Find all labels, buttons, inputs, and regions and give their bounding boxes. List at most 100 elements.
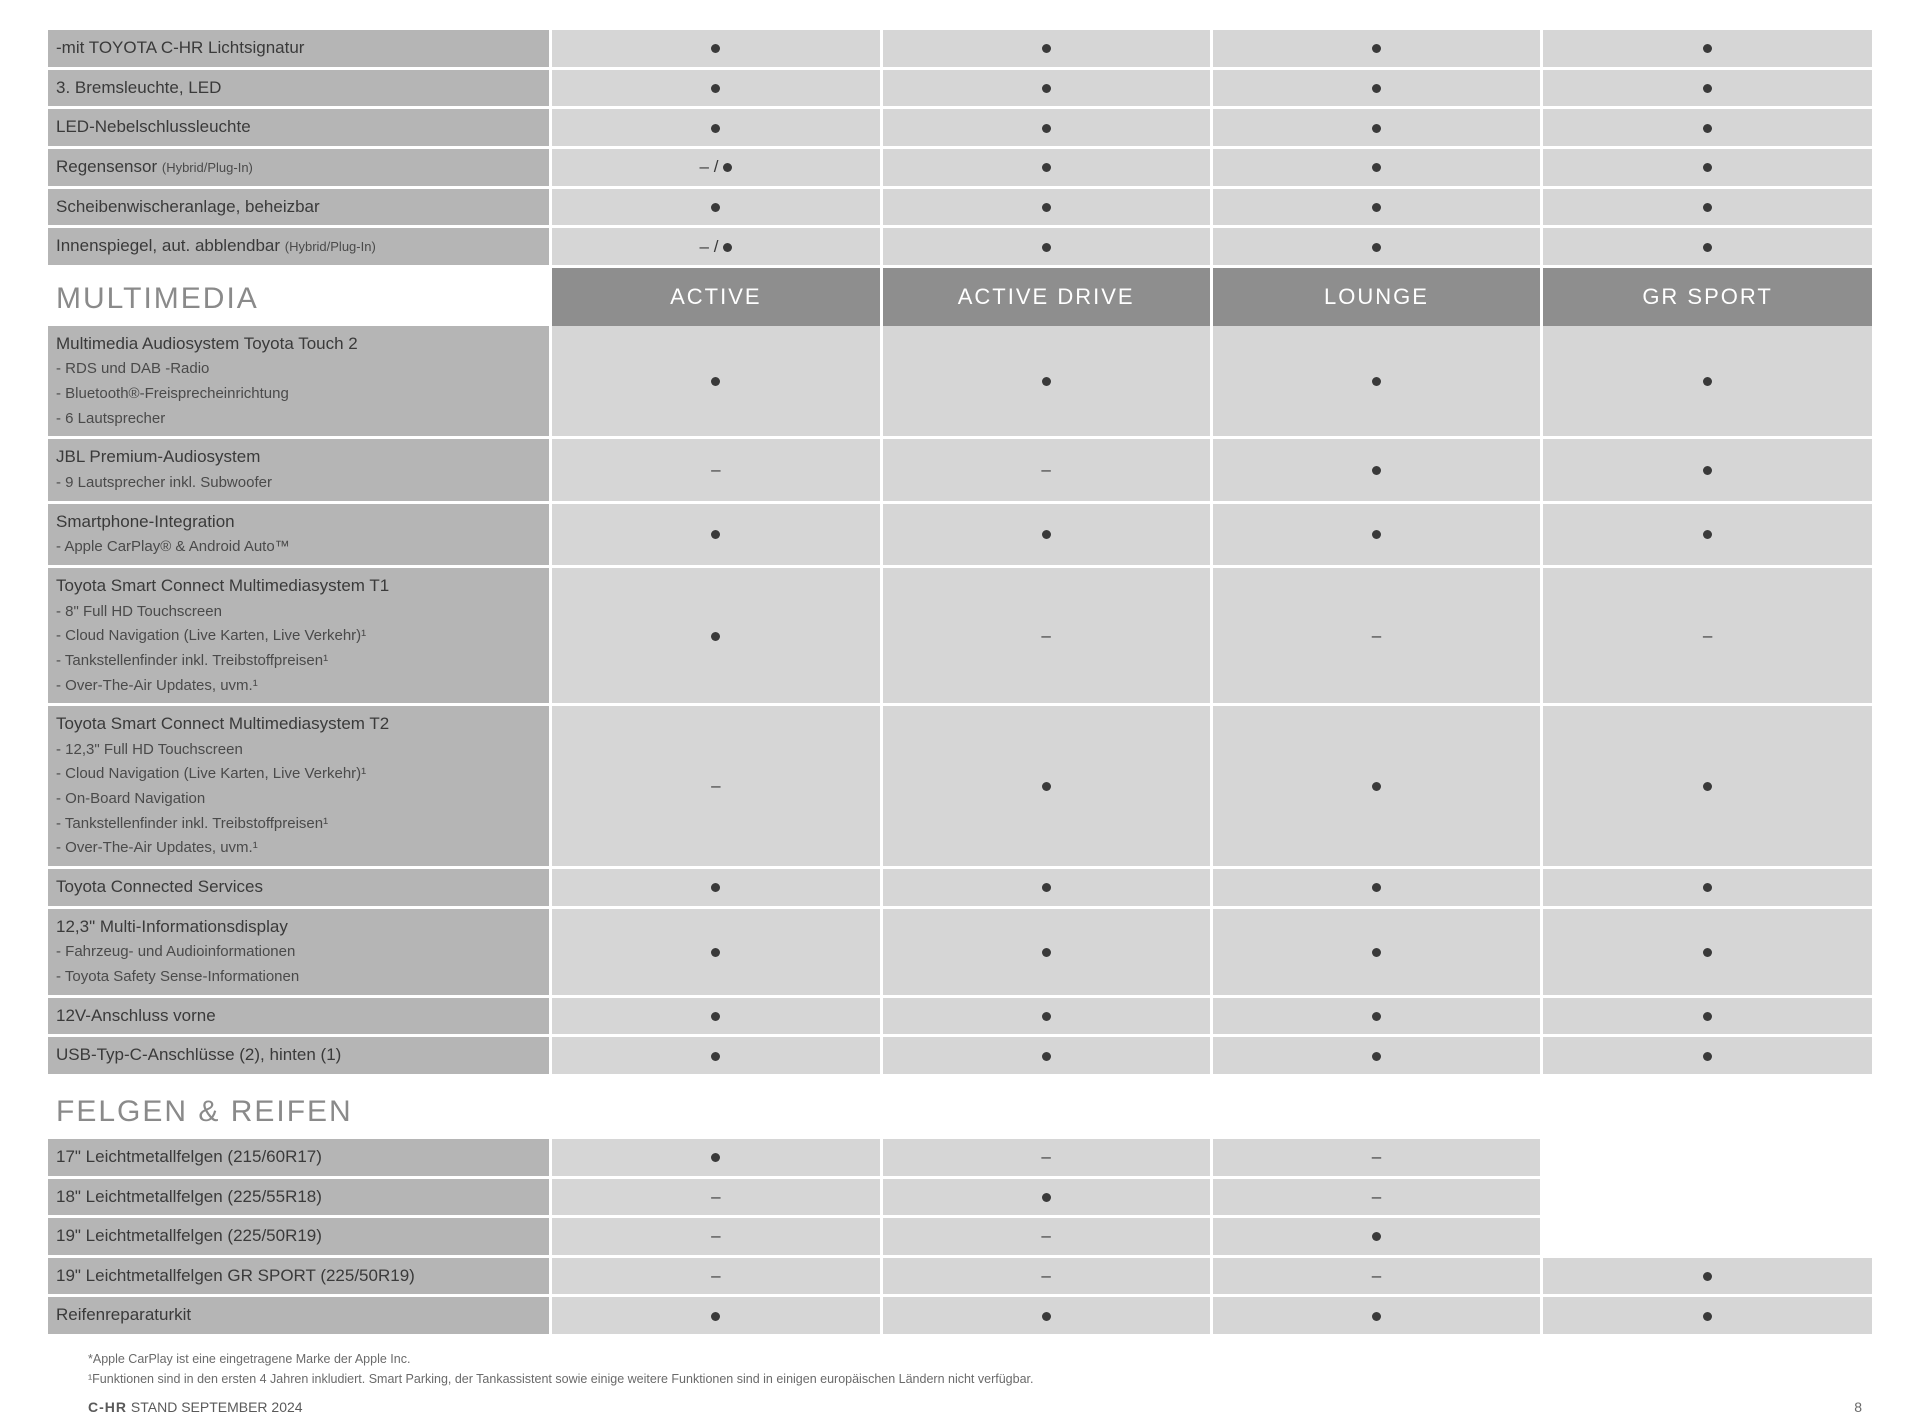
table-row: Smartphone-Integration- Apple CarPlay® &…: [48, 502, 1872, 566]
value-cell: [551, 1296, 881, 1336]
value-cell: [1211, 1296, 1541, 1336]
feature-cell: Regensensor (Hybrid/Plug-In): [48, 147, 551, 187]
value-cell: [1542, 907, 1872, 996]
value-cell: [1542, 1256, 1872, 1296]
table-row: Innenspiegel, aut. abblendbar (Hybrid/Pl…: [48, 227, 1872, 267]
feature-cell: Innenspiegel, aut. abblendbar (Hybrid/Pl…: [48, 227, 551, 267]
table-row: Toyota Smart Connect Multimediasystem T2…: [48, 705, 1872, 868]
footer-date: STAND SEPTEMBER 2024: [131, 1399, 303, 1415]
value-cell: –: [1211, 1177, 1541, 1217]
value-cell: [551, 907, 881, 996]
value-cell: [1542, 1036, 1872, 1076]
value-cell: [881, 187, 1211, 227]
value-cell: [1542, 996, 1872, 1036]
value-cell: [551, 187, 881, 227]
table-row: 17" Leichtmetallfelgen (215/60R17)––: [48, 1139, 1872, 1177]
value-cell: –: [1542, 566, 1872, 704]
value-cell: [551, 502, 881, 566]
page-number: 8: [1854, 1399, 1872, 1415]
value-cell: [1542, 68, 1872, 108]
value-cell: [1542, 438, 1872, 502]
value-cell: –: [1211, 1139, 1541, 1177]
value-cell: [1542, 326, 1872, 438]
value-cell: [881, 907, 1211, 996]
value-cell: [551, 868, 881, 908]
value-cell: [881, 108, 1211, 148]
value-cell: –: [881, 438, 1211, 502]
feature-cell: Toyota Smart Connect Multimediasystem T1…: [48, 566, 551, 704]
feature-cell: USB-Typ-C-Anschlüsse (2), hinten (1): [48, 1036, 551, 1076]
value-cell: [551, 1139, 881, 1177]
table-row: LED-Nebelschlussleuchte: [48, 108, 1872, 148]
value-cell: [551, 108, 881, 148]
value-cell: [881, 1177, 1211, 1217]
value-cell: [1542, 1296, 1872, 1336]
value-cell: [551, 566, 881, 704]
table-row: 12V-Anschluss vorne: [48, 996, 1872, 1036]
value-cell: [1211, 187, 1541, 227]
value-cell: [1542, 227, 1872, 267]
value-cell: –: [551, 705, 881, 868]
table-row: Reifenreparaturkit: [48, 1296, 1872, 1336]
page-footer: C-HR STAND SEPTEMBER 2024 8: [48, 1389, 1872, 1415]
value-cell: [881, 868, 1211, 908]
value-cell: [1211, 68, 1541, 108]
value-cell: –: [881, 1217, 1211, 1257]
feature-cell: 19" Leichtmetallfelgen (225/50R19): [48, 1217, 551, 1257]
table-row: Toyota Connected Services: [48, 868, 1872, 908]
feature-cell: Toyota Smart Connect Multimediasystem T2…: [48, 705, 551, 868]
value-cell: [1542, 1217, 1872, 1257]
section-title: MULTIMEDIA: [48, 266, 551, 326]
feature-cell: Toyota Connected Services: [48, 868, 551, 908]
table-row: Multimedia Audiosystem Toyota Touch 2- R…: [48, 326, 1872, 438]
value-cell: – /: [551, 227, 881, 267]
value-cell: [1211, 996, 1541, 1036]
table-row: Scheibenwischeranlage, beheizbar: [48, 187, 1872, 227]
value-cell: [1211, 147, 1541, 187]
value-cell: [1211, 502, 1541, 566]
feature-cell: Smartphone-Integration- Apple CarPlay® &…: [48, 502, 551, 566]
footer-model: C-HR: [88, 1399, 127, 1415]
feature-cell: -mit TOYOTA C-HR Lichtsignatur: [48, 30, 551, 68]
value-cell: [1211, 868, 1541, 908]
feature-cell: 19" Leichtmetallfelgen GR SPORT (225/50R…: [48, 1256, 551, 1296]
table-row: -mit TOYOTA C-HR Lichtsignatur: [48, 30, 1872, 68]
value-cell: [1542, 1139, 1872, 1177]
value-cell: [551, 68, 881, 108]
value-cell: [881, 147, 1211, 187]
value-cell: [1211, 438, 1541, 502]
value-cell: [881, 30, 1211, 68]
value-cell: [1542, 502, 1872, 566]
trim-header: LOUNGE: [1211, 266, 1541, 326]
footnote-line: *Apple CarPlay ist eine eingetragene Mar…: [88, 1349, 1872, 1369]
value-cell: [1211, 705, 1541, 868]
trim-header: ACTIVE: [551, 266, 881, 326]
value-cell: [1542, 30, 1872, 68]
table-row: Regensensor (Hybrid/Plug-In)– /: [48, 147, 1872, 187]
value-cell: [881, 1296, 1211, 1336]
trim-header: ACTIVE DRIVE: [881, 266, 1211, 326]
value-cell: [1542, 705, 1872, 868]
value-cell: –: [551, 1256, 881, 1296]
table-row: 18" Leichtmetallfelgen (225/55R18)––: [48, 1177, 1872, 1217]
value-cell: –: [551, 1177, 881, 1217]
value-cell: [1211, 1217, 1541, 1257]
footnotes: *Apple CarPlay ist eine eingetragene Mar…: [48, 1337, 1872, 1389]
value-cell: [551, 996, 881, 1036]
section-title: FELGEN & REIFEN: [48, 1075, 551, 1139]
value-cell: –: [551, 1217, 881, 1257]
value-cell: [551, 30, 881, 68]
feature-cell: Scheibenwischeranlage, beheizbar: [48, 187, 551, 227]
value-cell: [1542, 108, 1872, 148]
spec-table: -mit TOYOTA C-HR Lichtsignatur3. Bremsle…: [48, 30, 1872, 1337]
value-cell: [881, 326, 1211, 438]
table-row: USB-Typ-C-Anschlüsse (2), hinten (1): [48, 1036, 1872, 1076]
table-row: 12,3" Multi-Informationsdisplay- Fahrzeu…: [48, 907, 1872, 996]
value-cell: [551, 326, 881, 438]
feature-cell: 17" Leichtmetallfelgen (215/60R17): [48, 1139, 551, 1177]
value-cell: [1542, 1177, 1872, 1217]
footer-model-date: C-HR STAND SEPTEMBER 2024: [88, 1399, 303, 1415]
table-row: JBL Premium-Audiosystem- 9 Lautsprecher …: [48, 438, 1872, 502]
feature-cell: JBL Premium-Audiosystem- 9 Lautsprecher …: [48, 438, 551, 502]
value-cell: [551, 1036, 881, 1076]
